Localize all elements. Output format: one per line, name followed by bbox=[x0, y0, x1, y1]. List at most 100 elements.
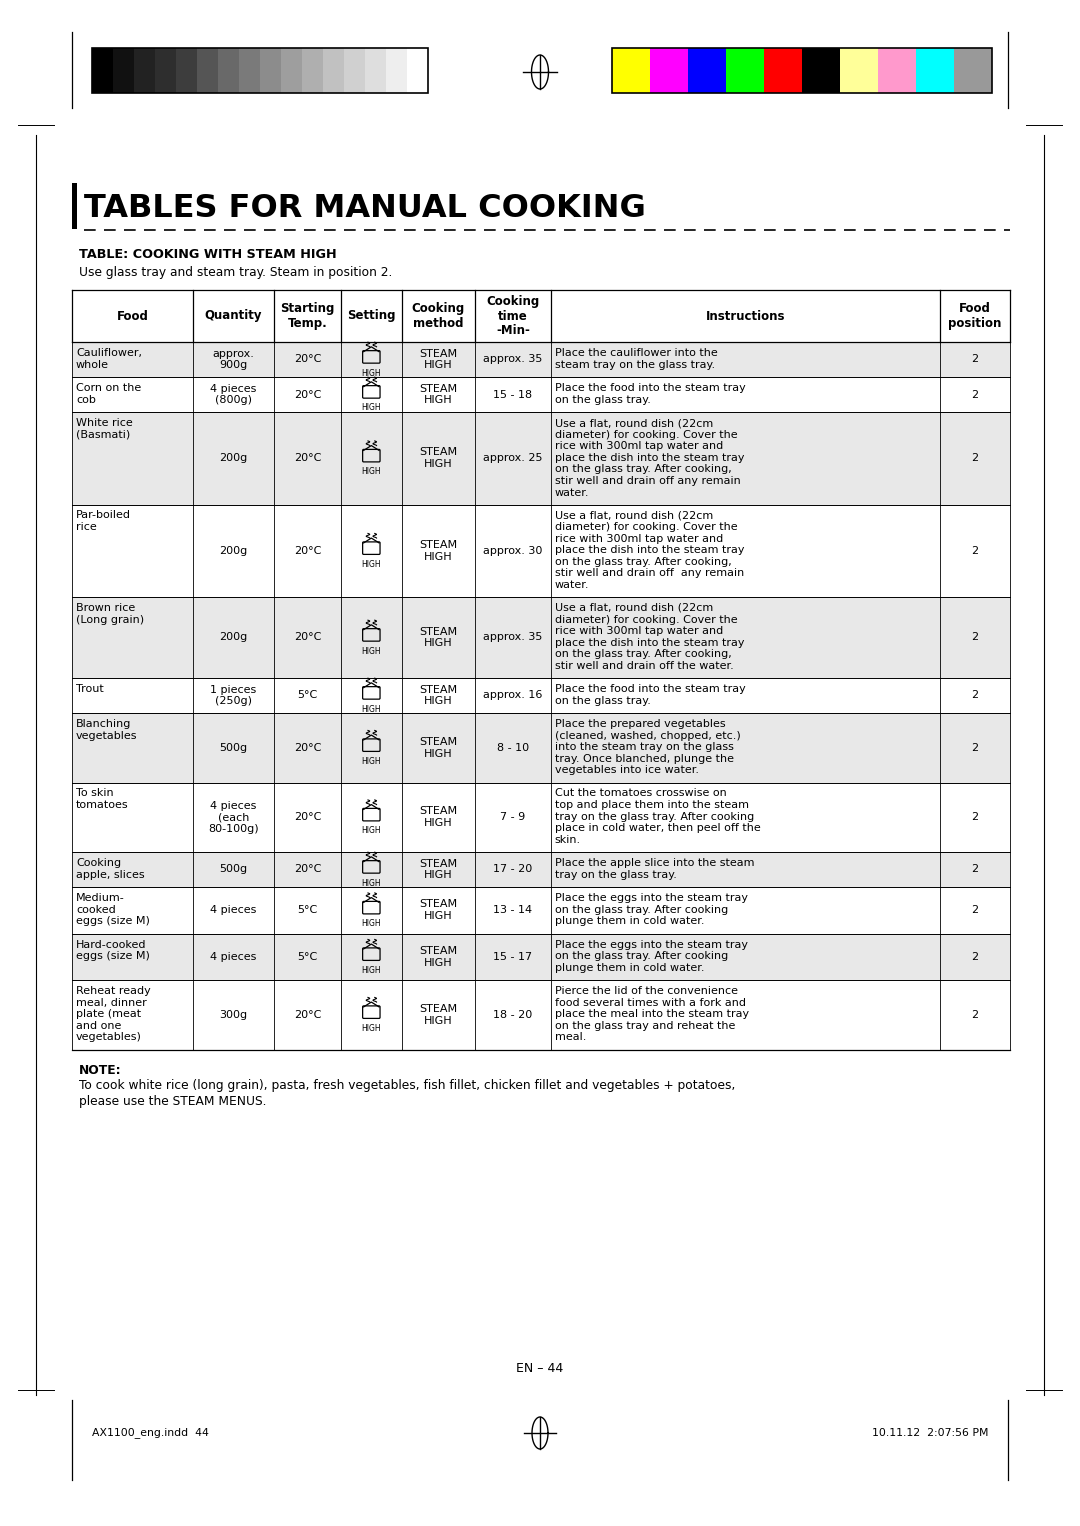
Text: 2: 2 bbox=[971, 690, 978, 700]
Text: HIGH: HIGH bbox=[362, 560, 381, 569]
Text: 2: 2 bbox=[971, 453, 978, 464]
Bar bbox=[72, 980, 1010, 1050]
Text: STEAM
HIGH: STEAM HIGH bbox=[419, 806, 458, 829]
Text: 20°C: 20°C bbox=[294, 632, 321, 642]
Bar bbox=[840, 47, 878, 93]
Text: To skin
tomatoes: To skin tomatoes bbox=[76, 789, 129, 810]
Text: STEAM
HIGH: STEAM HIGH bbox=[419, 685, 458, 707]
Text: 2: 2 bbox=[971, 389, 978, 400]
Bar bbox=[323, 47, 345, 93]
Bar bbox=[72, 342, 1010, 377]
Text: Blanching
vegetables: Blanching vegetables bbox=[76, 719, 137, 740]
Bar bbox=[365, 47, 386, 93]
Bar bbox=[72, 678, 1010, 713]
Text: Cooking
method: Cooking method bbox=[411, 302, 465, 330]
Text: Corn on the
cob: Corn on the cob bbox=[76, 383, 141, 404]
Text: STEAM
HIGH: STEAM HIGH bbox=[419, 383, 458, 406]
Text: Place the apple slice into the steam
tray on the glass tray.: Place the apple slice into the steam tra… bbox=[555, 858, 754, 879]
Bar bbox=[197, 47, 218, 93]
Bar bbox=[612, 47, 650, 93]
Bar bbox=[954, 47, 993, 93]
Text: 20°C: 20°C bbox=[294, 743, 321, 752]
Text: 2: 2 bbox=[971, 354, 978, 365]
Text: 5°C: 5°C bbox=[297, 952, 318, 961]
Text: 20°C: 20°C bbox=[294, 865, 321, 874]
Text: Par-boiled
rice: Par-boiled rice bbox=[76, 511, 131, 533]
Text: 20°C: 20°C bbox=[294, 389, 321, 400]
Bar bbox=[72, 783, 1010, 852]
Text: 5°C: 5°C bbox=[297, 905, 318, 916]
Bar bbox=[72, 505, 1010, 597]
Text: 2: 2 bbox=[971, 743, 978, 752]
Text: STEAM
HIGH: STEAM HIGH bbox=[419, 447, 458, 468]
Text: Cut the tomatoes crosswise on
top and place them into the steam
tray on the glas: Cut the tomatoes crosswise on top and pl… bbox=[555, 789, 760, 845]
Text: 2: 2 bbox=[971, 865, 978, 874]
Text: 20°C: 20°C bbox=[294, 453, 321, 464]
Text: 15 - 17: 15 - 17 bbox=[494, 952, 532, 961]
Text: 20°C: 20°C bbox=[294, 812, 321, 823]
Bar bbox=[239, 47, 260, 93]
Bar bbox=[72, 713, 1010, 783]
Text: 1 pieces
(250g): 1 pieces (250g) bbox=[211, 685, 257, 707]
Text: approx. 30: approx. 30 bbox=[483, 546, 542, 555]
Text: 2: 2 bbox=[971, 952, 978, 961]
Text: EN – 44: EN – 44 bbox=[516, 1361, 564, 1375]
Text: STEAM
HIGH: STEAM HIGH bbox=[419, 737, 458, 758]
Text: Place the eggs into the steam tray
on the glass tray. After cooking
plunge them : Place the eggs into the steam tray on th… bbox=[555, 893, 747, 926]
Text: STEAM
HIGH: STEAM HIGH bbox=[419, 1004, 458, 1025]
Text: HIGH: HIGH bbox=[362, 919, 381, 928]
Text: Use glass tray and steam tray. Steam in position 2.: Use glass tray and steam tray. Steam in … bbox=[79, 266, 392, 279]
Text: 2: 2 bbox=[971, 546, 978, 555]
Text: Quantity: Quantity bbox=[205, 310, 262, 322]
Text: Place the food into the steam tray
on the glass tray.: Place the food into the steam tray on th… bbox=[555, 684, 745, 705]
Text: Medium-
cooked
eggs (size M): Medium- cooked eggs (size M) bbox=[76, 893, 150, 926]
Bar bbox=[612, 47, 993, 93]
Bar bbox=[113, 47, 134, 93]
Text: approx.
900g: approx. 900g bbox=[213, 349, 255, 371]
Text: Reheat ready
meal, dinner
plate (meat
and one
vegetables): Reheat ready meal, dinner plate (meat an… bbox=[76, 986, 151, 1042]
Bar bbox=[688, 47, 726, 93]
Bar bbox=[134, 47, 156, 93]
Text: Cooking
time
-Min-: Cooking time -Min- bbox=[486, 295, 540, 337]
Bar bbox=[650, 47, 688, 93]
Text: approx. 25: approx. 25 bbox=[483, 453, 542, 464]
Text: AX1100_eng.indd  44: AX1100_eng.indd 44 bbox=[92, 1427, 208, 1439]
Text: TABLE: COOKING WITH STEAM HIGH: TABLE: COOKING WITH STEAM HIGH bbox=[79, 249, 337, 261]
Text: HIGH: HIGH bbox=[362, 647, 381, 656]
Text: White rice
(Basmati): White rice (Basmati) bbox=[76, 418, 133, 439]
Text: NOTE:: NOTE: bbox=[79, 1064, 122, 1076]
Text: Instructions: Instructions bbox=[705, 310, 785, 322]
Bar bbox=[92, 47, 428, 93]
Text: HIGH: HIGH bbox=[362, 467, 381, 476]
Text: 20°C: 20°C bbox=[294, 1010, 321, 1019]
Text: 4 pieces
(each
80-100g): 4 pieces (each 80-100g) bbox=[208, 801, 259, 833]
Text: To cook white rice (long grain), pasta, fresh vegetables, fish fillet, chicken f: To cook white rice (long grain), pasta, … bbox=[79, 1079, 735, 1108]
Text: STEAM
HIGH: STEAM HIGH bbox=[419, 627, 458, 649]
Text: 4 pieces: 4 pieces bbox=[211, 905, 257, 916]
Text: STEAM
HIGH: STEAM HIGH bbox=[419, 349, 458, 371]
Text: Setting: Setting bbox=[347, 310, 395, 322]
Text: Place the food into the steam tray
on the glass tray.: Place the food into the steam tray on th… bbox=[555, 383, 745, 404]
Bar bbox=[260, 47, 281, 93]
Bar bbox=[156, 47, 176, 93]
Text: Use a flat, round dish (22cm
diameter) for cooking. Cover the
rice with 300ml ta: Use a flat, round dish (22cm diameter) f… bbox=[555, 603, 744, 671]
Bar bbox=[764, 47, 802, 93]
Text: HIGH: HIGH bbox=[362, 705, 381, 714]
Bar bbox=[802, 47, 840, 93]
Text: Use a flat, round dish (22cm
diameter) for cooking. Cover the
rice with 300ml ta: Use a flat, round dish (22cm diameter) f… bbox=[555, 511, 744, 591]
Text: TABLES FOR MANUAL COOKING: TABLES FOR MANUAL COOKING bbox=[84, 192, 646, 224]
Text: 200g: 200g bbox=[219, 546, 247, 555]
Text: 2: 2 bbox=[971, 632, 978, 642]
Text: STEAM
HIGH: STEAM HIGH bbox=[419, 899, 458, 922]
Bar bbox=[407, 47, 428, 93]
Text: Food: Food bbox=[117, 310, 148, 322]
Text: 7 - 9: 7 - 9 bbox=[500, 812, 526, 823]
Bar bbox=[92, 47, 113, 93]
Text: HIGH: HIGH bbox=[362, 826, 381, 835]
Text: 4 pieces: 4 pieces bbox=[211, 952, 257, 961]
Text: STEAM
HIGH: STEAM HIGH bbox=[419, 540, 458, 562]
Bar bbox=[916, 47, 954, 93]
Text: Place the prepared vegetables
(cleaned, washed, chopped, etc.)
into the steam tr: Place the prepared vegetables (cleaned, … bbox=[555, 719, 741, 775]
Bar bbox=[386, 47, 407, 93]
Text: 2: 2 bbox=[971, 1010, 978, 1019]
